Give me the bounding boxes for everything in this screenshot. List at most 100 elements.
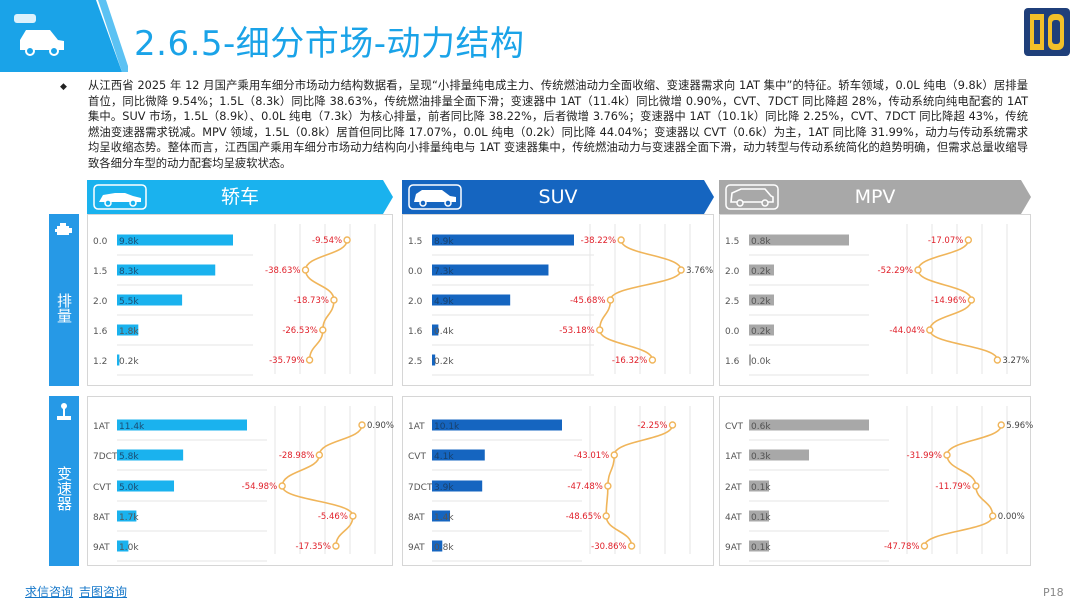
footer-links: 求信咨询 吉图咨询 — [25, 583, 133, 600]
growth-label-sedan-transmission: -28.98% — [279, 451, 314, 461]
value-label-suv-displacement: 7.3k — [434, 267, 454, 277]
bar-mpv-displacement — [749, 264, 774, 276]
growth-label-suv-transmission: -43.01% — [574, 451, 609, 461]
growth-label-suv-displacement: -38.22% — [581, 236, 616, 246]
growth-line-suv-transmission — [605, 424, 674, 547]
bullet-icon: ◆ — [60, 82, 67, 92]
bar-mpv-transmission — [749, 510, 769, 522]
value-label-sedan-transmission: 5.0k — [119, 483, 139, 493]
value-label-suv-transmission: 3.9k — [434, 483, 454, 493]
category-label-suv-transmission: 9AT — [408, 543, 425, 553]
growth-point-sedan-transmission — [332, 542, 340, 550]
growth-point-suv-displacement — [606, 296, 615, 304]
bar-sedan-displacement — [117, 294, 183, 306]
mpv-icon — [725, 184, 779, 210]
bar-suv-transmission — [432, 449, 485, 461]
bar-sedan-displacement — [117, 354, 120, 366]
value-label-suv-displacement: 0.4k — [434, 327, 454, 337]
category-label-mpv-displacement: 1.6 — [725, 357, 740, 367]
value-label-mpv-displacement: 0.2k — [751, 267, 771, 277]
row-label-transmission: 变速器 — [55, 465, 73, 511]
growth-label-suv-transmission: -47.48% — [567, 482, 602, 492]
category-label-sedan-displacement: 0.0 — [93, 237, 108, 247]
footer-link-jitu[interactable]: 吉图咨询 — [79, 585, 128, 599]
column-label-mpv: MPV — [854, 186, 896, 208]
growth-label-sedan-displacement: -18.73% — [293, 296, 328, 306]
bar-mpv-transmission — [749, 540, 769, 552]
growth-label-mpv-transmission: -31.99% — [907, 451, 942, 461]
suv-icon — [408, 184, 462, 210]
growth-point-suv-displacement — [596, 326, 604, 334]
growth-label-mpv-transmission: 0.00% — [998, 512, 1025, 522]
bar-sedan-transmission — [117, 449, 184, 461]
category-label-sedan-transmission: 8AT — [93, 513, 110, 523]
value-label-mpv-transmission: 0.1k — [751, 483, 771, 493]
row-tab-transmission: 变速器 — [49, 396, 79, 566]
bar-sedan-displacement — [117, 324, 139, 336]
category-label-mpv-displacement: 0.0 — [725, 327, 740, 337]
value-label-mpv-displacement: 0.2k — [751, 297, 771, 307]
growth-label-suv-displacement: -53.18% — [559, 326, 594, 336]
growth-point-mpv-displacement — [967, 296, 976, 304]
growth-label-mpv-displacement: 3.27% — [1002, 356, 1029, 366]
category-label-suv-displacement: 1.5 — [408, 237, 422, 247]
category-label-sedan-displacement: 1.6 — [93, 327, 108, 337]
growth-point-mpv-displacement — [993, 356, 1002, 364]
category-label-mpv-transmission: 9AT — [725, 543, 742, 553]
sedan-icon — [93, 184, 147, 210]
growth-label-suv-displacement: -45.68% — [570, 296, 605, 306]
growth-label-suv-displacement: 3.76% — [686, 266, 713, 276]
summary-text: 从江西省 2025 年 12 月国产乘用车细分市场动力结构数据看，呈现“小排量纯… — [88, 79, 1028, 170]
summary-paragraph: ◆ 从江西省 2025 年 12 月国产乘用车细分市场动力结构数据看，呈现“小排… — [60, 78, 1028, 172]
value-label-mpv-transmission: 0.6k — [751, 422, 771, 432]
page-number: P18 — [1043, 586, 1064, 599]
value-label-sedan-transmission: 1.7k — [119, 513, 139, 523]
bar-suv-displacement — [432, 324, 439, 336]
category-label-sedan-displacement: 1.5 — [93, 267, 107, 277]
growth-label-suv-transmission: -48.65% — [566, 512, 601, 522]
value-label-suv-displacement: 8.9k — [434, 237, 454, 247]
growth-label-sedan-displacement: -38.63% — [265, 266, 300, 276]
footer-link-qiuxin[interactable]: 求信咨询 — [25, 585, 74, 599]
value-label-mpv-displacement: 0.8k — [751, 237, 771, 247]
bar-sedan-transmission — [117, 540, 129, 552]
value-label-sedan-displacement: 5.5k — [119, 297, 139, 307]
category-label-mpv-transmission: 1AT — [725, 452, 742, 462]
bar-suv-transmission — [432, 419, 562, 431]
growth-label-sedan-displacement: -9.54% — [312, 236, 342, 246]
header: 2.6.5-细分市场-动力结构 — [0, 0, 1080, 72]
category-label-suv-transmission: 8AT — [408, 513, 425, 523]
bar-mpv-displacement — [749, 354, 751, 366]
category-label-suv-transmission: 7DCT — [408, 483, 433, 493]
growth-point-mpv-transmission — [989, 512, 997, 520]
growth-point-sedan-transmission — [278, 482, 286, 490]
value-label-mpv-transmission: 0.3k — [751, 452, 771, 462]
gear-shift-icon — [57, 403, 71, 420]
bar-sedan-transmission — [117, 480, 175, 492]
value-label-sedan-transmission: 5.8k — [119, 452, 139, 462]
bar-sedan-displacement — [117, 234, 233, 246]
category-label-sedan-transmission: 1AT — [93, 422, 110, 432]
growth-point-sedan-displacement — [319, 326, 327, 334]
growth-label-sedan-transmission: -5.46% — [318, 512, 348, 522]
bar-suv-transmission — [432, 510, 451, 522]
bar-mpv-transmission — [749, 480, 769, 492]
column-header-mpv: MPV — [719, 180, 1031, 214]
growth-label-suv-transmission: -2.25% — [637, 421, 667, 431]
growth-point-mpv-transmission — [972, 482, 980, 490]
bar-mpv-displacement — [749, 234, 849, 246]
category-label-suv-displacement: 1.6 — [408, 327, 423, 337]
category-label-mpv-transmission: 4AT — [725, 513, 742, 523]
bar-suv-displacement — [432, 264, 549, 276]
growth-point-suv-transmission — [627, 542, 636, 550]
bar-mpv-transmission — [749, 449, 809, 461]
value-label-sedan-displacement: 8.3k — [119, 267, 139, 277]
growth-point-suv-transmission — [604, 482, 612, 490]
value-label-suv-transmission: 1.4k — [434, 513, 454, 523]
category-label-sedan-displacement: 2.0 — [93, 297, 108, 307]
growth-point-suv-displacement — [617, 236, 625, 244]
value-label-suv-transmission: 4.1k — [434, 452, 454, 462]
row-tab-displacement: 排量 — [49, 214, 79, 386]
bar-suv-displacement — [432, 294, 511, 306]
